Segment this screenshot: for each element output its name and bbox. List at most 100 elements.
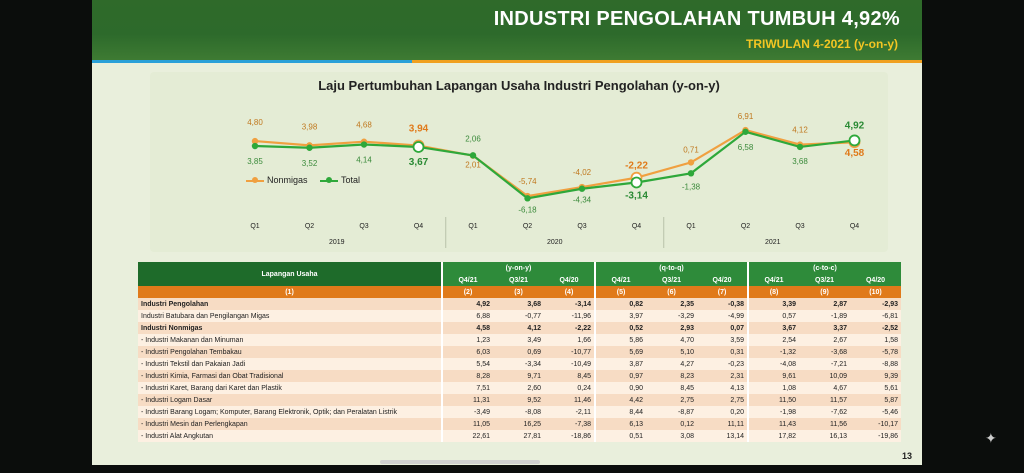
table-row-label: - Industri Mesin dan Perlengkapan [138, 418, 442, 430]
legend-label-nonmigas: Nonmigas [267, 175, 308, 185]
legend-item-total: Total [320, 175, 360, 185]
table-cell: 2,60 [493, 382, 544, 394]
year-label: 2019 [329, 239, 345, 246]
legend-swatch-nonmigas [246, 176, 264, 183]
table-cell: 16,13 [799, 430, 851, 442]
x-tick-label: Q1 [686, 223, 695, 230]
table-cell: 3,49 [493, 334, 544, 346]
table-period-header: Q4/21 [441, 274, 493, 286]
data-label-total: -3,14 [625, 190, 648, 201]
table-code-header: (4) [544, 286, 596, 298]
table-cell: 13,14 [697, 430, 749, 442]
table-period-header: Q4/21 [594, 274, 647, 286]
data-point-total [687, 170, 695, 177]
table-group-yoy: (y-on-y) [440, 262, 596, 274]
table-cell: 4,92 [441, 298, 493, 310]
table-cell: 27,81 [493, 430, 544, 442]
table-cell: 8,23 [646, 370, 698, 382]
table-cell: 3,97 [594, 310, 647, 322]
table-cell: 0,82 [594, 298, 647, 310]
data-label-total: 4,92 [845, 120, 865, 131]
data-point-total [796, 143, 804, 151]
table-header-label: Lapangan Usaha [138, 262, 442, 286]
table-cell: 2,75 [697, 394, 749, 406]
data-label-total: -4,34 [573, 196, 592, 205]
table-cell: 3,08 [646, 430, 698, 442]
table-cell: 4,12 [493, 322, 544, 334]
table-period-header: Q3/21 [799, 274, 851, 286]
legend-label-total: Total [341, 175, 361, 185]
table-row-label: - Industri Logam Dasar [138, 394, 442, 406]
table-cell: 6,03 [441, 346, 493, 358]
data-label-nonmigas: -2,22 [625, 161, 648, 172]
table-cell: 5,10 [646, 346, 698, 358]
table-cell: 1,08 [747, 382, 800, 394]
page-number: 13 [901, 451, 912, 461]
x-tick-label: Q3 [795, 223, 804, 230]
video-scrubber[interactable] [380, 460, 540, 464]
table-cell: -0,77 [493, 310, 544, 322]
table-period-header: Q4/21 [747, 274, 800, 286]
table-row: - Industri Makanan dan Minuman 1,23 3,49 1,… [138, 334, 901, 346]
table-cell: -19,86 [850, 430, 901, 442]
table-cell: 0,07 [697, 322, 749, 334]
data-label-nonmigas: 3,94 [409, 124, 429, 135]
table-cell: -1,89 [799, 310, 851, 322]
data-point-total [524, 195, 531, 202]
table-code-header: (5) [594, 286, 647, 298]
table-row: - Industri Barang Logam; Komputer, Baran… [138, 406, 901, 418]
chart-panel: Laju Pertumbuhan Lapangan Usaha Industri… [150, 72, 888, 252]
x-tick-label: Q3 [577, 223, 586, 230]
table-cell: 2,31 [697, 370, 749, 382]
data-label-total: 6,58 [738, 143, 754, 152]
table-cell: 16,25 [493, 418, 544, 430]
table-cell: 4,27 [646, 358, 698, 370]
line-chart: 4,80 3,98 4,68 3,94 2,01 -5,74 -4,02 -2,22 0,71 6… [247, 112, 865, 248]
data-label-total: 3,85 [247, 157, 263, 166]
table-cell: -3,29 [646, 310, 698, 322]
data-label-total: -1,38 [682, 182, 701, 191]
table-row-label: Industri Batubara dan Pengilangan Migas [138, 310, 442, 322]
table-row: Industri Nonmigas 4,58 4,12 -2,22 0,52 2,93 0,… [138, 322, 901, 334]
table-cell: -3,49 [441, 406, 493, 418]
table-cell: -1,32 [747, 346, 800, 358]
table-cell: 2,75 [646, 394, 698, 406]
table-row-label: - Industri Barang Logam; Komputer, Baran… [138, 406, 442, 418]
table-cell: 9,61 [747, 370, 800, 382]
table-cell: -2,22 [544, 322, 596, 334]
table-cell: 5,54 [441, 358, 493, 370]
table-cell: 1,66 [544, 334, 596, 346]
slide-title: INDUSTRI PENGOLAHAN TUMBUH 4,92% [493, 8, 900, 30]
header-divider-orange [412, 60, 922, 63]
table-cell: -6,81 [850, 310, 901, 322]
slide: INDUSTRI PENGOLAHAN TUMBUH 4,92% TRIWULA… [92, 0, 922, 465]
table-cell: -2,11 [544, 406, 596, 418]
x-tick-label: Q1 [250, 223, 259, 230]
table-cell: -8,88 [850, 358, 901, 370]
data-label-nonmigas: 3,98 [302, 122, 318, 131]
data-label-total: 3,68 [792, 157, 808, 166]
header-divider-blue [92, 60, 412, 63]
data-label-total: 3,52 [302, 159, 318, 168]
table-cell: 4,67 [799, 382, 851, 394]
table-cell: 11,57 [799, 394, 851, 406]
table-cell: 8,44 [594, 406, 647, 418]
table-cell: 11,46 [544, 394, 596, 406]
table-cell: 0,57 [747, 310, 800, 322]
table-cell: -18,86 [544, 430, 596, 442]
table-row: - Industri Kimia, Farmasi dan Obat Tradi… [138, 370, 901, 382]
table-cell: -2,93 [850, 298, 901, 310]
table-cell: 6,88 [441, 310, 493, 322]
table-code-header: (2) [441, 286, 493, 298]
year-label: 2021 [765, 239, 781, 246]
chart-legend: Nonmigas Total [246, 175, 370, 185]
table-cell: 0,51 [594, 430, 647, 442]
data-label-nonmigas: 2,01 [465, 161, 481, 170]
data-label-nonmigas: -4,02 [573, 168, 592, 177]
table-row: Industri Batubara dan Pengilangan Migas 6… [138, 310, 901, 322]
table-cell: -4,08 [747, 358, 800, 370]
table-cell: 1,23 [441, 334, 493, 346]
table-cell: 11,56 [799, 418, 851, 430]
table-cell: 9,71 [493, 370, 544, 382]
table-cell: 0,97 [594, 370, 647, 382]
